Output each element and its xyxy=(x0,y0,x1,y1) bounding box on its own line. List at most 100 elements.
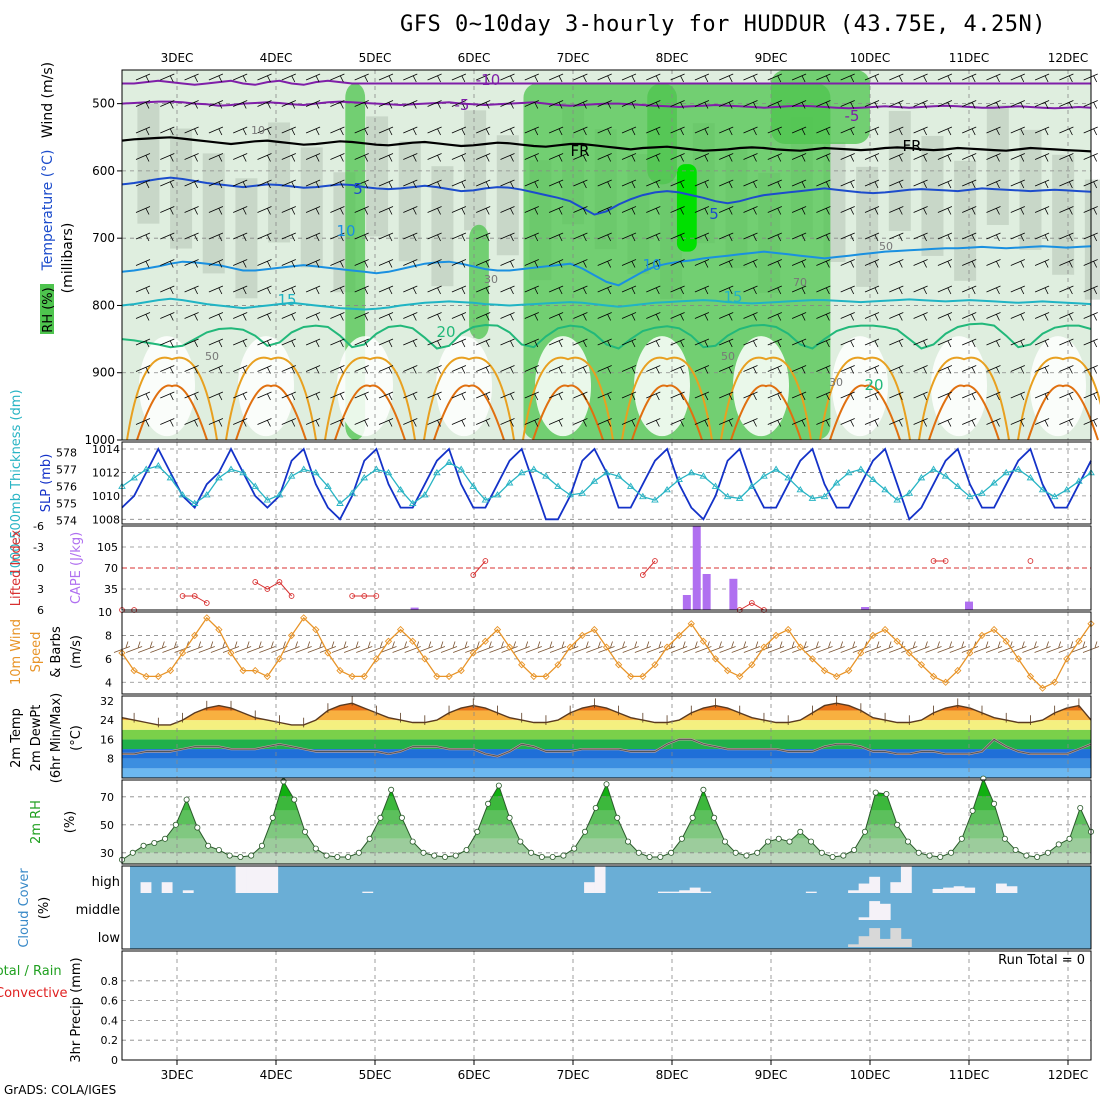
wind-barb xyxy=(597,365,612,374)
wind-barb xyxy=(378,312,394,321)
rh2m-point xyxy=(915,849,922,856)
wind-barb xyxy=(135,153,151,162)
wind-barb xyxy=(135,418,151,427)
cape-tick-label: 35 xyxy=(104,583,118,596)
rh-gray-band xyxy=(986,104,1009,225)
rh2m-point xyxy=(818,849,825,856)
wind-barb xyxy=(767,179,782,189)
wind-barb xyxy=(208,391,224,401)
slp-tick-label: 1008 xyxy=(92,513,120,526)
precip-tick-label: 0.8 xyxy=(101,975,119,988)
wind-barb xyxy=(1034,100,1050,109)
wind-barb xyxy=(816,312,831,321)
lifted-index-point xyxy=(252,579,259,585)
wind-barb xyxy=(767,206,782,215)
wind-barb xyxy=(548,206,564,215)
wind-barb xyxy=(1059,100,1074,109)
cloud-level-low: low xyxy=(98,931,121,946)
wind-barb xyxy=(621,338,637,348)
cloud-bar-high xyxy=(362,891,374,893)
wind-barb xyxy=(767,73,782,83)
y-label-cloud: Cloud Cover xyxy=(17,868,32,948)
date-label-bottom: 10DEC xyxy=(850,1068,890,1082)
thickness-point xyxy=(372,465,381,472)
cloud-bar-high xyxy=(890,882,902,893)
wind-barb xyxy=(986,206,1001,215)
wind-barb xyxy=(864,232,880,242)
wind-barb xyxy=(378,232,394,242)
wind-barb xyxy=(208,126,224,136)
wind-barb xyxy=(160,338,175,348)
wind-barb xyxy=(962,232,977,242)
wind-barb xyxy=(791,126,807,136)
thickness-point xyxy=(287,472,296,479)
wind-barb xyxy=(427,391,442,401)
wind-barb xyxy=(767,285,782,295)
wind-barb xyxy=(500,126,515,136)
wind-speed-point xyxy=(687,620,695,628)
wind-barb xyxy=(889,179,904,189)
date-label-top: 8DEC xyxy=(656,51,689,65)
wind-barb xyxy=(889,365,904,374)
cloud-bar-high xyxy=(932,888,944,893)
date-label-bottom: 4DEC xyxy=(260,1068,293,1082)
cape-bar xyxy=(682,595,691,610)
rh2m-point xyxy=(151,840,158,847)
rh2m-point xyxy=(861,828,868,835)
cloud-bar-high xyxy=(900,866,912,893)
wind-barb xyxy=(378,285,394,295)
wind-barb xyxy=(937,418,953,427)
wind-barb xyxy=(135,126,151,136)
wind-barb xyxy=(281,418,296,427)
wind-barb xyxy=(791,418,807,427)
wind-barb xyxy=(403,100,418,109)
wind-barb xyxy=(257,312,272,321)
wind-barb-10m xyxy=(586,641,603,653)
wind-barb xyxy=(743,100,758,109)
wind-speed-point xyxy=(518,661,526,669)
wind-barb xyxy=(160,232,175,242)
wind-barb xyxy=(573,418,588,427)
wind-barb xyxy=(670,179,685,189)
wind-barb xyxy=(184,232,199,242)
y-label-slp: SLP (mb) xyxy=(39,454,54,513)
wind-barb xyxy=(451,418,467,427)
wind-barb-10m xyxy=(477,641,494,653)
wind-barb xyxy=(719,285,734,295)
wind-barb xyxy=(524,312,539,321)
wind-barb xyxy=(305,391,321,401)
thickness-point xyxy=(433,468,441,476)
wind-barb xyxy=(378,100,394,109)
thickness-point xyxy=(505,479,514,486)
wind-speed-point xyxy=(711,655,720,663)
wind-barb xyxy=(160,126,175,136)
wind-barb xyxy=(816,232,831,242)
thickness-point xyxy=(832,479,841,486)
thickness-point xyxy=(445,458,453,465)
wind-barb xyxy=(840,418,855,427)
wind-barb-10m xyxy=(598,641,615,653)
rh2m-point xyxy=(700,786,707,793)
wind-speed-point xyxy=(433,672,441,681)
thickness-point xyxy=(784,474,792,481)
wind-barb xyxy=(694,285,710,295)
y-label-temp: 2m Temp xyxy=(9,708,24,768)
wind-barb xyxy=(427,259,442,268)
wind-barb xyxy=(864,391,880,401)
pressure-tick-label: 500 xyxy=(92,97,115,111)
precip-tick-label: 0.2 xyxy=(101,1034,119,1047)
wind-tick-label: 6 xyxy=(105,653,112,666)
date-label-top: 7DEC xyxy=(557,51,590,65)
y-label-rh: RH (%) xyxy=(41,287,56,332)
wind-barb xyxy=(573,285,588,295)
wind-barb xyxy=(524,259,539,268)
wind-speed-point xyxy=(554,661,562,669)
thickness-point xyxy=(602,468,611,476)
wind-barb xyxy=(573,100,588,109)
wind-barb xyxy=(913,391,928,401)
rh2m-tick-label: 70 xyxy=(100,791,114,804)
wind-barb-10m xyxy=(392,641,409,653)
wind-barb xyxy=(378,338,394,348)
thickness-point xyxy=(869,475,877,483)
wind-barb xyxy=(135,259,151,268)
